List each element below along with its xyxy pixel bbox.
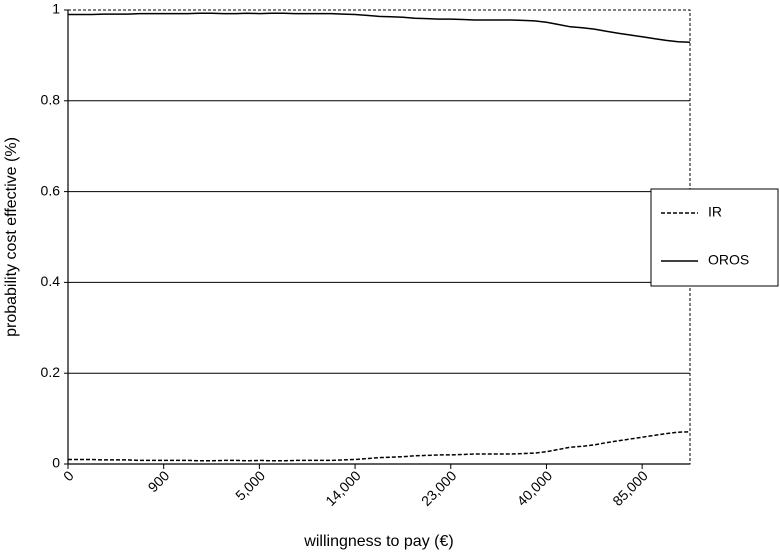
y-tick-label: 1: [52, 1, 60, 17]
y-tick-label: 0.6: [41, 182, 61, 198]
legend-box: [650, 188, 779, 287]
x-tick-label: 5,000: [232, 467, 268, 503]
series-line: [68, 431, 691, 462]
y-tick-label: 0.2: [41, 364, 61, 380]
y-tick-label: 0.8: [41, 92, 61, 108]
x-tick-label: 0: [60, 467, 77, 484]
x-tick-label: 85,000: [609, 467, 651, 509]
x-tick-label: 23,000: [418, 467, 460, 509]
series-line: [68, 12, 691, 43]
legend-label: IR: [708, 204, 722, 220]
x-tick-label: 14,000: [322, 467, 364, 509]
x-tick-label: 40,000: [514, 467, 556, 509]
x-axis-label: willingness to pay (€): [303, 533, 453, 550]
legend-label: OROS: [708, 252, 749, 268]
y-tick-label: 0: [52, 455, 60, 471]
y-axis-label: probability cost effective (%): [3, 137, 20, 337]
plot-border: [67, 9, 691, 465]
y-tick-label: 0.4: [41, 273, 61, 289]
x-tick-label: 900: [145, 467, 173, 495]
